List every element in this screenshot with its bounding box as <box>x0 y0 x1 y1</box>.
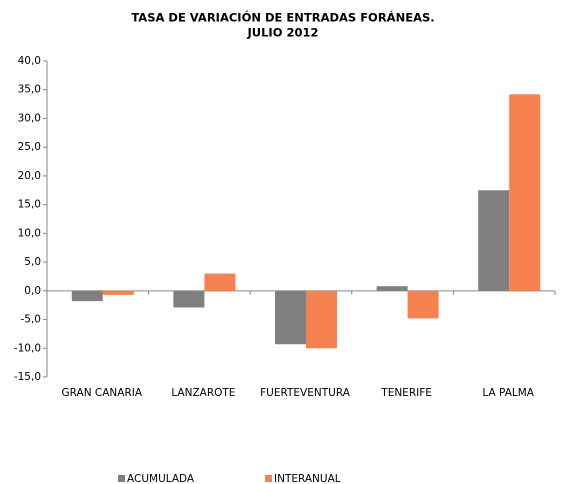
y-tick-label: 15,0 <box>18 199 41 211</box>
bar <box>407 290 439 319</box>
y-tick-label: 40,0 <box>18 55 41 67</box>
legend-label: INTERANUAL <box>274 473 341 484</box>
y-tick-label: 5,0 <box>24 256 41 268</box>
bar <box>509 94 541 291</box>
x-tick-label: TENERIFE <box>380 387 432 399</box>
y-tick-label: -5,0 <box>21 314 42 326</box>
chart-title: JULIO 2012 <box>246 26 318 40</box>
x-tick-label: LA PALMA <box>482 387 534 399</box>
y-tick-label: 10,0 <box>18 227 41 239</box>
bar <box>173 290 205 308</box>
legend-swatch <box>118 475 125 482</box>
y-tick-label: -10,0 <box>14 342 41 354</box>
bar <box>306 290 337 349</box>
y-tick-label: 0,0 <box>24 285 41 297</box>
bar <box>71 290 103 302</box>
x-tick-label: FUERTEVENTURA <box>260 387 351 399</box>
y-tick-label: 25,0 <box>18 141 41 153</box>
legend-label: ACUMULADA <box>127 473 195 484</box>
bar <box>478 190 510 291</box>
chart-title: TASA DE VARIACIÓN DE ENTRADAS FORÁNEAS. <box>131 10 434 25</box>
x-tick-label: LANZAROTE <box>171 387 235 399</box>
legend-swatch <box>265 475 272 482</box>
bar <box>102 290 134 295</box>
bar <box>376 286 408 291</box>
y-tick-label: 35,0 <box>18 84 41 96</box>
bar <box>275 290 306 345</box>
y-tick-label: 20,0 <box>18 170 41 182</box>
y-tick-label: -15,0 <box>14 371 41 383</box>
x-tick-label: GRAN CANARIA <box>62 387 143 399</box>
y-tick-label: 30,0 <box>18 112 41 124</box>
bar <box>204 273 236 291</box>
